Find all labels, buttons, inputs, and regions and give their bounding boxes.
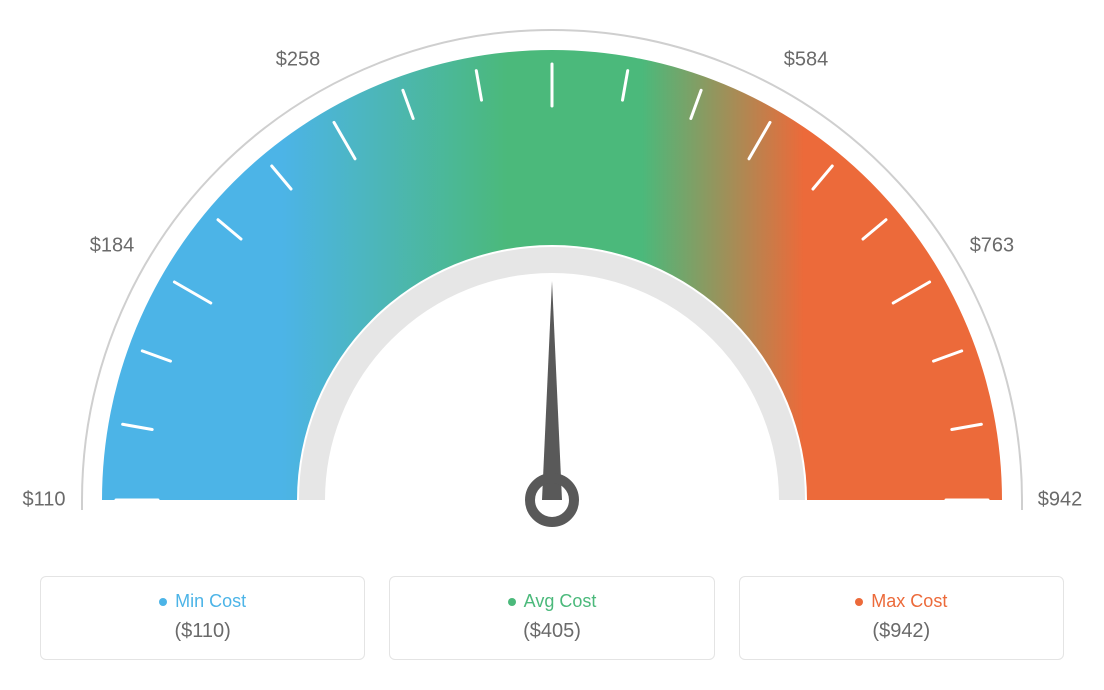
- legend-card-avg: Avg Cost ($405): [389, 576, 714, 660]
- legend-value-avg: ($405): [400, 620, 703, 643]
- gauge-tick-label: $405: [530, 0, 575, 4]
- gauge-tick-label: $184: [90, 235, 135, 258]
- gauge-tick-label: $110: [22, 489, 65, 512]
- gauge-tick-label: $763: [970, 235, 1015, 258]
- legend-label-min: Min Cost: [175, 591, 246, 612]
- dot-max: [855, 598, 863, 606]
- gauge-tick-label: $584: [784, 49, 829, 72]
- legend-label-max: Max Cost: [871, 591, 947, 612]
- dot-min: [159, 598, 167, 606]
- gauge-tick-label: $258: [276, 49, 321, 72]
- legend-row: Min Cost ($110) Avg Cost ($405) Max Cost…: [40, 576, 1064, 660]
- legend-label-avg: Avg Cost: [524, 591, 597, 612]
- gauge-chart: $110 $184 $258 $405 $584 $763 $942: [0, 0, 1104, 560]
- legend-card-min: Min Cost ($110): [40, 576, 365, 660]
- legend-value-max: ($942): [750, 620, 1053, 643]
- gauge-tick-label: $942: [1038, 489, 1083, 512]
- legend-card-max: Max Cost ($942): [739, 576, 1064, 660]
- dot-avg: [508, 598, 516, 606]
- legend-value-min: ($110): [51, 620, 354, 643]
